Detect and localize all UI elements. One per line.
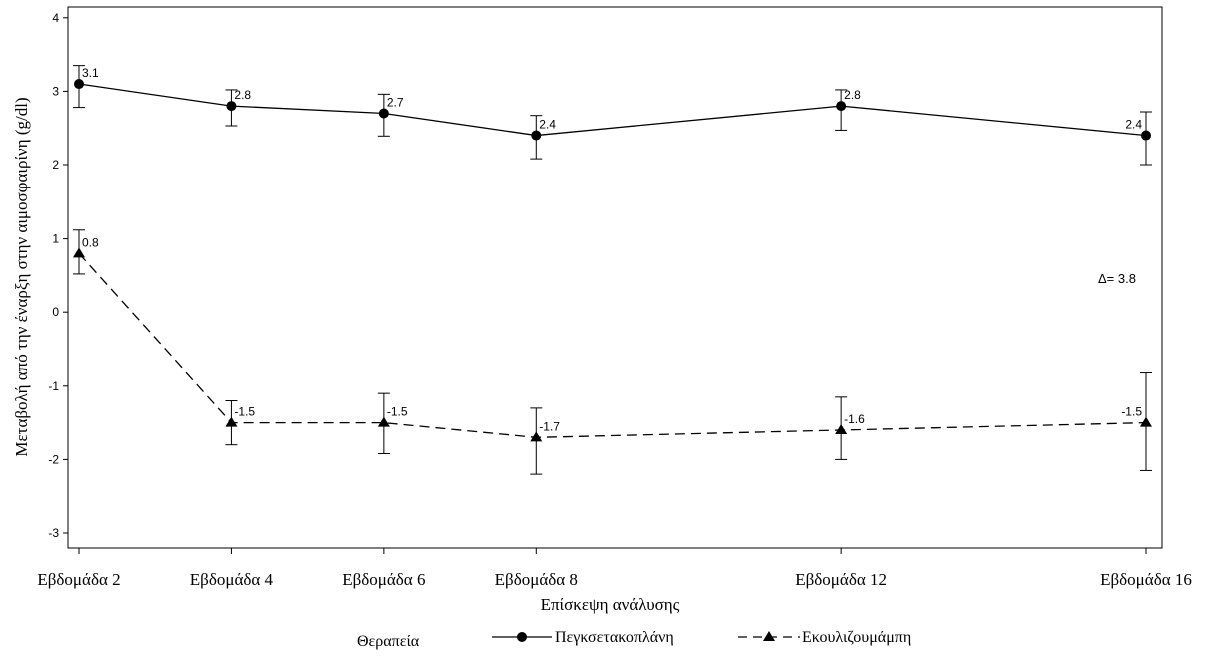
y-tick-label: -1 [48, 379, 59, 393]
x-tick-label: Εβδομάδα 2 [37, 570, 120, 589]
data-label: -1.7 [539, 419, 560, 433]
data-point [378, 108, 389, 119]
data-label: 2.8 [844, 88, 861, 102]
series-line [78, 83, 1147, 137]
y-tick-label: 3 [52, 84, 59, 98]
y-tick-label: 0 [52, 305, 59, 319]
legend: Θεραπεία Πεγκσετακοπλάνη Εκουλιζουμάμπη [357, 629, 911, 650]
data-point [1140, 416, 1152, 427]
y-tick-label: 2 [52, 158, 59, 172]
data-label: -1.5 [1121, 405, 1142, 419]
data-point [226, 101, 237, 112]
plot-area [67, 6, 1163, 549]
series-layer [73, 65, 1152, 475]
delta-annotation: Δ= 3.8 [1098, 271, 1136, 286]
data-point [835, 423, 848, 434]
series-line [78, 252, 1147, 438]
x-axis: Εβδομάδα 2 Εβδομάδα 4 Εβδομάδα 6 Εβδομάδα 8… [37, 548, 1192, 589]
x-tick-label: Εβδομάδα 4 [190, 570, 274, 589]
data-label: -1.5 [387, 405, 408, 419]
data-label: 2.4 [539, 118, 556, 132]
y-tick-label: 1 [52, 232, 59, 246]
data-point [1141, 130, 1151, 141]
legend-label-eculizumab: Εκουλιζουμάμπη [802, 629, 911, 646]
legend-marker-eculizumab [763, 631, 775, 641]
x-tick-label: Εβδομάδα 16 [1100, 570, 1192, 589]
data-point [225, 416, 238, 427]
x-tick-label: Εβδομάδα 6 [342, 570, 425, 589]
data-point [377, 416, 390, 427]
y-tick-label: -3 [48, 526, 59, 540]
x-axis-title: Επίσκεψη ανάλυσης [541, 595, 680, 614]
y-tick-label: 4 [52, 11, 59, 25]
data-point [530, 431, 543, 442]
legend-label-pegcetacoplan: Πεγκσετακοπλάνη [555, 629, 674, 646]
legend-title: Θεραπεία [357, 633, 420, 650]
data-label: 2.7 [387, 95, 404, 109]
series-pegcetacoplan [73, 65, 1152, 166]
series-eculizumab [73, 229, 1152, 475]
data-point [836, 101, 847, 112]
y-axis-title: Μεταβολή από την έναρξη στην αιμοσφαιρίν… [12, 97, 31, 456]
legend-marker-pegcetacoplan [517, 632, 527, 642]
data-label: 2.8 [234, 88, 251, 102]
data-label: 3.1 [82, 66, 99, 80]
data-point [531, 130, 542, 141]
data-label: -1.5 [234, 405, 255, 419]
data-label: 2.4 [1125, 118, 1142, 132]
x-tick-label: Εβδομάδα 12 [795, 570, 887, 589]
y-tick-label: -2 [48, 452, 59, 466]
x-tick-label: Εβδομάδα 8 [495, 570, 578, 589]
data-point [73, 247, 85, 258]
y-axis: -3 -2 -1 0 1 2 3 4 [48, 11, 68, 540]
data-label: 0.8 [82, 235, 99, 249]
data-labels: 3.1 2.8 2.7 2.4 2.8 2.4 0.8 -1.5 -1.5 -1.7 -1.6 -1.… [82, 66, 1142, 433]
data-label: -1.6 [844, 412, 865, 426]
data-point [74, 79, 84, 90]
plot-border [67, 6, 1163, 549]
